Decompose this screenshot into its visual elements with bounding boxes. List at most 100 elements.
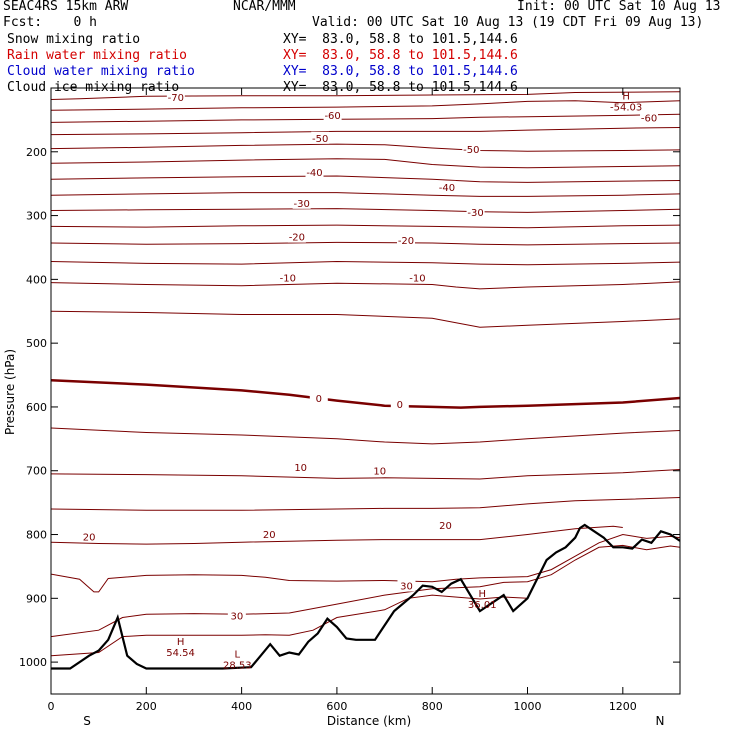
y-axis-label: Pressure (hPa) xyxy=(3,349,17,435)
contour-label-bg-17 xyxy=(80,530,99,543)
contour-line-minus-35-7 xyxy=(51,192,680,197)
contour-label-bg-6 xyxy=(437,180,456,193)
contour-layer xyxy=(51,91,680,657)
contour-line-minus-10-12 xyxy=(51,281,680,290)
extremum-value-3: 36.01 xyxy=(468,600,497,611)
contour-line-30-20 xyxy=(51,544,680,638)
y-tick-label-5: 700 xyxy=(26,465,47,478)
y-tick-label-0: 200 xyxy=(26,146,47,159)
contour-label-bg-9 xyxy=(287,230,306,243)
extremum-value-1: 54.54 xyxy=(166,648,195,659)
x-axis-right-end-label: N xyxy=(656,714,665,728)
contour-line-minus-50-4 xyxy=(51,143,680,152)
x-tick-label-6: 1200 xyxy=(609,700,637,713)
center-name: NCAR/MMM xyxy=(233,0,296,14)
x-tick-label-2: 400 xyxy=(231,700,252,713)
contour-label-bg-12 xyxy=(408,271,427,284)
valid-time: Valid: 00 UTC Sat 10 Aug 13 (19 CDT Fri … xyxy=(312,15,704,30)
contour-label-6: -40 xyxy=(439,183,455,194)
model-title: SEAC4RS 15km ARW xyxy=(3,0,129,14)
contour-label-bg-2 xyxy=(640,111,659,124)
extremum-mark-0: H xyxy=(622,91,630,102)
contour-label-10: -20 xyxy=(398,236,414,247)
legend-label-cloud-water: Cloud water mixing ratio xyxy=(7,64,195,79)
legend-xy-snow: XY= 83.0, 58.8 to 101.5,144.6 xyxy=(283,32,518,47)
contour-label-bg-14 xyxy=(390,397,409,410)
y-tick-label-4: 600 xyxy=(26,401,47,414)
contour-line-minus-15-11 xyxy=(51,260,680,266)
extremum-mark-3: H xyxy=(478,589,486,600)
contour-label-9: -20 xyxy=(289,233,305,244)
contour-line-minus-5-13 xyxy=(51,310,680,328)
forecast-hour: Fcst: 0 h xyxy=(3,15,97,30)
contour-line-5-15 xyxy=(51,427,680,445)
contour-label-bg-8 xyxy=(466,205,485,218)
contour-label-13: 0 xyxy=(316,394,322,405)
contour-line-0-14 xyxy=(51,378,680,409)
contour-label-bg-19 xyxy=(436,518,455,531)
plot-frame xyxy=(50,87,681,695)
contour-label-15: 10 xyxy=(294,463,307,474)
contour-label-8: -30 xyxy=(467,208,483,219)
init-time: Init: 00 UTC Sat 10 Aug 13 xyxy=(517,0,721,14)
contour-label-14: 0 xyxy=(397,400,403,411)
contour-label-bg-18 xyxy=(260,527,279,540)
terrain-layer xyxy=(51,523,681,670)
axis-layer: 0 200 400 600 800 1000 12002003004005006007008… xyxy=(19,87,680,713)
contour-label-bg-13 xyxy=(309,392,328,405)
terrain-line xyxy=(51,523,681,670)
contour-label-3: -50 xyxy=(312,134,328,145)
legend-xy-rain: XY= 83.0, 58.8 to 101.5,144.6 xyxy=(283,48,518,63)
contour-label-4: -50 xyxy=(463,145,479,156)
x-axis-left-end-label: S xyxy=(83,714,91,728)
contour-line-35-21 xyxy=(51,594,528,657)
legend-xy-cloud-water: XY= 83.0, 58.8 to 101.5,144.6 xyxy=(283,64,518,79)
y-tick-label-7: 900 xyxy=(26,592,47,605)
extremum-value-0: -54.03 xyxy=(610,102,642,113)
contour-line-20-18 xyxy=(51,525,623,545)
contour-label-bg-11 xyxy=(278,271,297,284)
contour-line-minus-20-10 xyxy=(51,241,680,246)
contour-label-bg-15 xyxy=(291,460,310,473)
contour-label-7: -30 xyxy=(293,199,309,210)
contour-label-19: 20 xyxy=(439,521,452,532)
contour-line-10-16 xyxy=(51,469,680,480)
contour-label-12: -10 xyxy=(409,273,425,284)
contour-line-25-19 xyxy=(51,533,680,593)
extremum-mark-1: H xyxy=(177,637,185,648)
contour-label-0: -70 xyxy=(168,93,184,104)
contour-label-20: 30 xyxy=(230,612,243,623)
contour-line-minus-45-5 xyxy=(51,158,680,169)
x-tick-label-4: 800 xyxy=(422,700,443,713)
extremum-mark-2: L xyxy=(235,650,241,661)
contour-label-bg-1 xyxy=(323,108,342,121)
contour-line-minus-60-2 xyxy=(51,113,680,123)
legend-label-rain: Rain water mixing ratio xyxy=(7,48,188,63)
contour-label-bg-16 xyxy=(370,464,389,477)
x-tick-label-0: 0 xyxy=(48,700,55,713)
contour-label-16: 10 xyxy=(373,467,386,478)
x-tick-label-3: 600 xyxy=(326,700,347,713)
y-tick-label-2: 400 xyxy=(26,273,47,286)
y-tick-label-3: 500 xyxy=(26,337,47,350)
contour-line-minus-55-3 xyxy=(51,127,680,136)
legend-label-snow: Snow mixing ratio xyxy=(7,32,141,47)
x-tick-label-5: 1000 xyxy=(514,700,542,713)
contour-line-minus-25-9 xyxy=(51,224,680,229)
x-axis-label: Distance (km) xyxy=(327,714,411,728)
contour-label-bg-3 xyxy=(311,131,330,144)
contour-line-minus-30-8 xyxy=(51,208,680,213)
contour-label-bg-5 xyxy=(305,166,324,179)
contour-label-21: 30 xyxy=(400,582,413,593)
contour-line-minus-65-1 xyxy=(51,100,680,111)
y-tick-label-6: 800 xyxy=(26,529,47,542)
contour-label-11: -10 xyxy=(280,273,296,284)
contour-label-2: -60 xyxy=(641,113,657,124)
contour-label-bg-0 xyxy=(166,90,185,103)
contour-label-bg-21 xyxy=(397,579,416,592)
contour-label-bg-4 xyxy=(462,143,481,156)
contour-label-layer: -70 -60 -60 -50 -50 -40 -40 -30 -30 -20 -20 -10 -10 0… xyxy=(80,90,659,672)
contour-label-1: -60 xyxy=(324,111,340,122)
extremum-value-2: 28.53 xyxy=(223,661,252,672)
